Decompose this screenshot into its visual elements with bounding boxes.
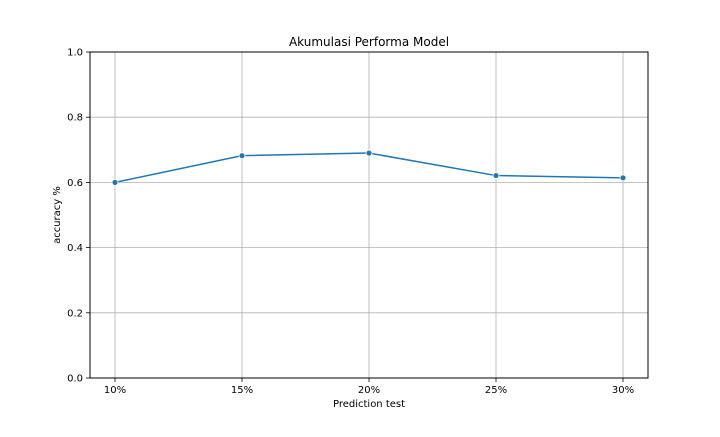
x-axis-label: Prediction test [333, 399, 405, 410]
series-markers [111, 149, 627, 186]
data-point [238, 152, 246, 160]
chart-title: Akumulasi Performa Model [289, 35, 449, 49]
x-tick-label: 20% [358, 385, 380, 396]
y-tick-label: 1.0 [67, 48, 83, 59]
y-tick-label: 0.0 [67, 374, 83, 385]
x-tick-label: 15% [231, 385, 253, 396]
data-point [365, 149, 373, 157]
x-tick-label: 25% [485, 385, 507, 396]
y-tick-label: 0.4 [67, 243, 83, 254]
data-point [492, 172, 500, 179]
y-tick-label: 0.2 [67, 308, 83, 319]
data-point [619, 174, 627, 182]
x-tick-label: 30% [612, 385, 634, 396]
data-point [111, 178, 119, 186]
y-tick-label: 0.8 [67, 113, 83, 124]
x-tick-label: 10% [104, 385, 126, 396]
y-tick-label: 0.6 [67, 178, 83, 189]
y-axis-label: accuracy % [52, 186, 63, 244]
axis-ticks: 10% 15% 20% 25% 30% 0.0 0.2 0.4 0.6 0.8 1.0 [67, 48, 634, 397]
